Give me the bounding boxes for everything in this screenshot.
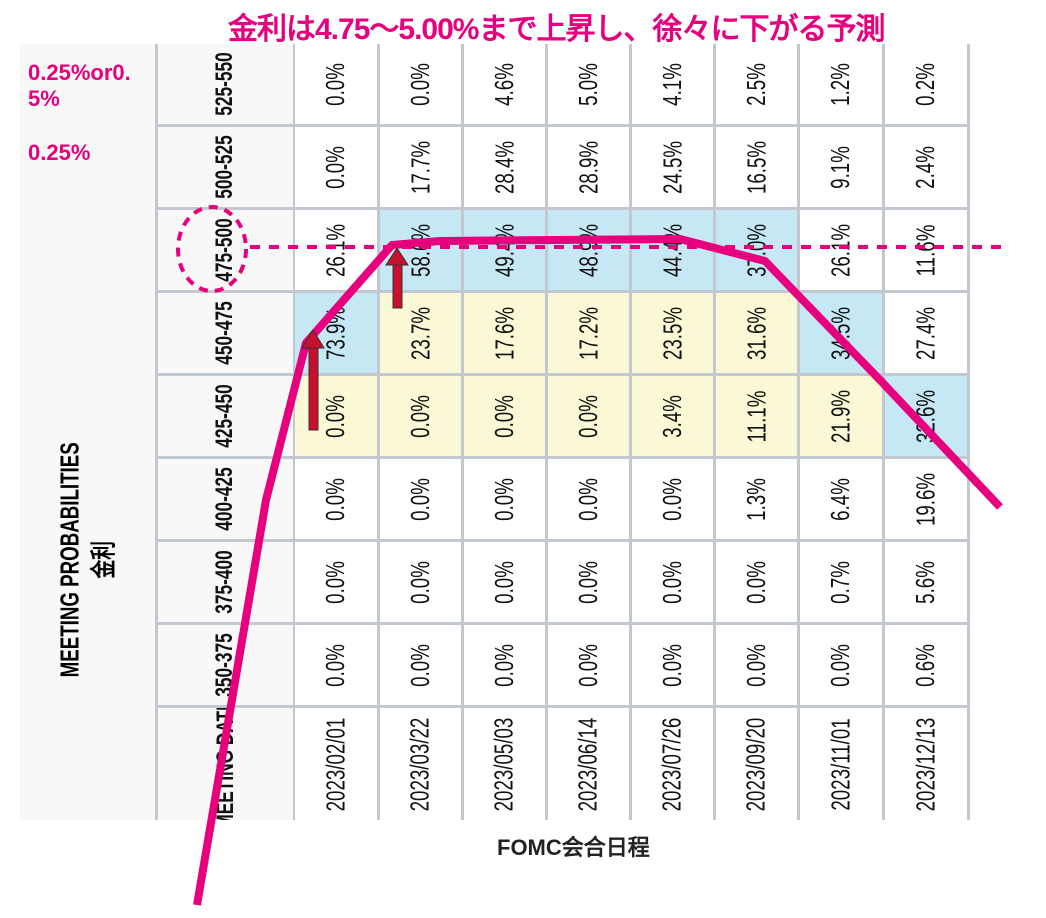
rate-range-label: 525-550	[158, 44, 293, 124]
meeting-date-cell: 2023/05/03	[464, 708, 545, 820]
probability-cell: 24.5%	[632, 127, 713, 207]
arrow-up-icon	[385, 247, 409, 309]
probability-cell: 0.0%	[716, 625, 797, 705]
probability-cell: 0.0%	[632, 459, 713, 539]
probability-cell: 0.0%	[464, 625, 545, 705]
probability-cell: 0.7%	[800, 542, 882, 622]
rate-range-label: 500-525	[158, 127, 293, 207]
probability-cell: 0.0%	[380, 376, 461, 456]
probability-cell: 0.0%	[295, 625, 377, 705]
rate-range-label: 450-475	[158, 293, 293, 373]
rate-range-label: 425-450	[158, 376, 293, 456]
rate-path-line	[193, 235, 1003, 906]
probability-cell: 0.0%	[464, 542, 545, 622]
forecast-annotation: 金利は4.75～5.00%まで上昇し、徐々に下がる予測	[228, 13, 885, 46]
probability-cell: 3.4%	[632, 376, 713, 456]
step-label-march: 0.25%	[28, 140, 91, 165]
rate-range-label: 375-400	[158, 542, 293, 622]
probability-cell: 49.4%	[464, 210, 545, 290]
probability-cell: 0.0%	[632, 542, 713, 622]
probability-cell: 9.1%	[800, 127, 882, 207]
probability-cell: 21.9%	[800, 376, 882, 456]
probability-cell: 17.6%	[464, 293, 545, 373]
probability-cell: 11.1%	[716, 376, 797, 456]
probability-cell: 0.0%	[380, 44, 461, 124]
probability-cell: 0.0%	[632, 625, 713, 705]
probability-cell: 0.0%	[548, 625, 629, 705]
meeting-date-cell: 2023/03/22	[380, 708, 461, 820]
rate-range-label: 475-500	[158, 210, 293, 290]
probability-cell: 0.0%	[548, 542, 629, 622]
probability-cell: 11.6%	[885, 210, 967, 290]
probability-cell: 31.6%	[716, 293, 797, 373]
probability-cell: 5.0%	[548, 44, 629, 124]
probability-cell: 2.4%	[885, 127, 967, 207]
x-axis-label: FOMC会合日程	[497, 835, 650, 860]
probability-cell: 28.4%	[464, 127, 545, 207]
probability-cell: 44.4%	[632, 210, 713, 290]
probability-cell: 4.1%	[632, 44, 713, 124]
probability-cell: 0.0%	[380, 625, 461, 705]
probability-cell: 26.1%	[800, 210, 882, 290]
probability-cell: 0.0%	[295, 542, 377, 622]
step-label-feb: 0.25%or0.5%	[28, 60, 131, 112]
probability-cell: 32.6%	[885, 376, 967, 456]
fedwatch-probability-table: 525-550 0.0% 0.0% 4.6% 5.0% 4.1% 2.5% 1.2% 0.2% 5…	[20, 44, 970, 820]
probability-cell: 0.6%	[885, 625, 967, 705]
probability-cell: 1.2%	[800, 44, 882, 124]
probability-cell: 0.0%	[295, 459, 377, 539]
probability-cell: 19.6%	[885, 459, 967, 539]
probability-cell: 0.0%	[464, 376, 545, 456]
meeting-date-cell: 2023/12/13	[885, 708, 967, 820]
probability-cell: 23.5%	[632, 293, 713, 373]
probability-cell: 0.0%	[380, 542, 461, 622]
probability-cell: 17.2%	[548, 293, 629, 373]
probability-cell: 0.0%	[295, 127, 377, 207]
rate-range-label: 350-375	[158, 625, 293, 705]
probability-cell: 4.6%	[464, 44, 545, 124]
meeting-date-cell: 2023/11/01	[800, 708, 882, 820]
probability-cell: 0.0%	[800, 625, 882, 705]
probability-cell: 0.0%	[548, 376, 629, 456]
highlight-circle	[176, 205, 248, 293]
arrow-up-icon	[301, 329, 325, 431]
probability-cell: 17.7%	[380, 127, 461, 207]
probability-cell: 5.6%	[885, 542, 967, 622]
probability-cell: 0.0%	[464, 459, 545, 539]
probability-cell: 0.2%	[885, 44, 967, 124]
probability-cell: 48.9%	[548, 210, 629, 290]
probability-cell: 16.5%	[716, 127, 797, 207]
meeting-date-cell: 2023/09/20	[716, 708, 797, 820]
probability-cell: 0.0%	[380, 459, 461, 539]
probability-cell: 27.4%	[885, 293, 967, 373]
probability-cell: 6.4%	[800, 459, 882, 539]
probability-cell: 0.0%	[716, 542, 797, 622]
probability-cell: 0.0%	[548, 459, 629, 539]
row-header-cell	[20, 44, 155, 820]
probability-cell: 2.5%	[716, 44, 797, 124]
probability-cell: 1.3%	[716, 459, 797, 539]
meeting-date-cell: 2023/02/01	[295, 708, 377, 820]
meeting-date-cell: 2023/07/26	[632, 708, 713, 820]
probability-cell: 28.9%	[548, 127, 629, 207]
meeting-date-cell: 2023/06/14	[548, 708, 629, 820]
probability-cell: 0.0%	[295, 44, 377, 124]
